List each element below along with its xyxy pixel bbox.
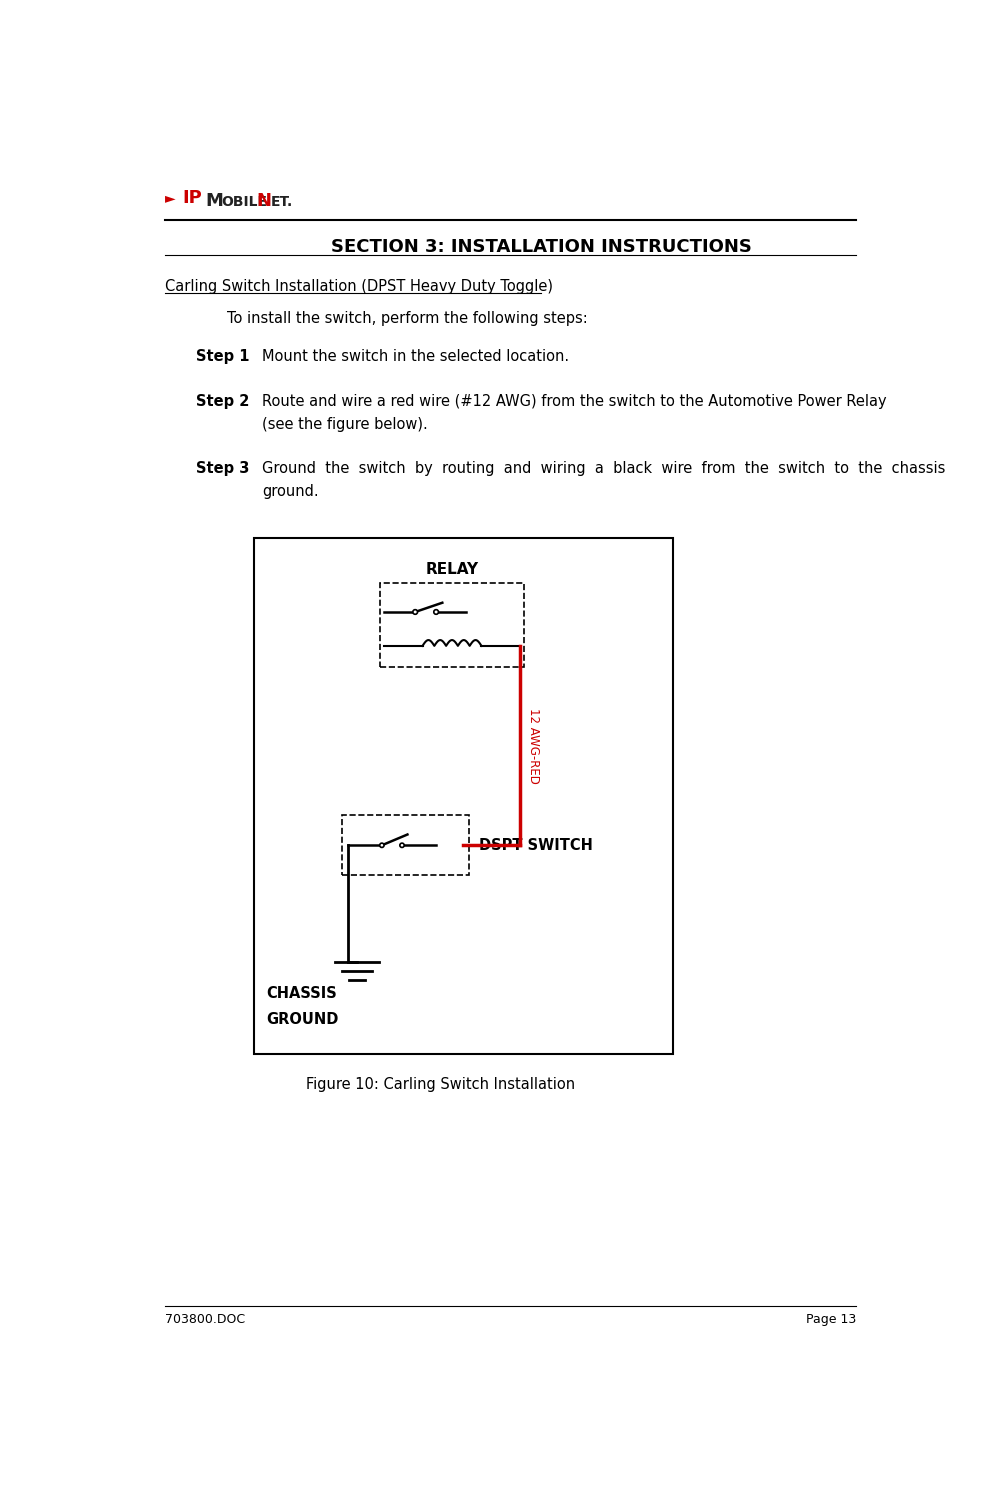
Text: .: . bbox=[286, 195, 291, 208]
Text: Route and wire a red wire (#12 AWG) from the switch to the Automotive Power Rela: Route and wire a red wire (#12 AWG) from… bbox=[262, 394, 887, 410]
Text: Figure 10: Carling Switch Installation: Figure 10: Carling Switch Installation bbox=[306, 1077, 575, 1092]
Text: 703800.DOC: 703800.DOC bbox=[165, 1314, 245, 1326]
Text: To install the switch, perform the following steps:: To install the switch, perform the follo… bbox=[228, 310, 588, 326]
Text: 12 AWG-RED: 12 AWG-RED bbox=[527, 708, 541, 783]
Text: Page 13: Page 13 bbox=[805, 1314, 855, 1326]
Text: Mount the switch in the selected location.: Mount the switch in the selected locatio… bbox=[262, 350, 569, 364]
Text: Step 3: Step 3 bbox=[196, 460, 249, 476]
Text: M: M bbox=[206, 192, 224, 210]
Text: SECTION 3: INSTALLATION INSTRUCTIONS: SECTION 3: INSTALLATION INSTRUCTIONS bbox=[331, 237, 752, 255]
Text: ET: ET bbox=[271, 195, 289, 208]
Text: (see the figure below).: (see the figure below). bbox=[262, 417, 428, 432]
Bar bbox=[341, 816, 470, 876]
Text: N: N bbox=[257, 192, 272, 210]
Text: OBILE: OBILE bbox=[221, 195, 267, 208]
Text: ►: ► bbox=[165, 192, 176, 206]
Bar bbox=[381, 582, 524, 668]
Circle shape bbox=[380, 843, 384, 848]
Text: Carling Switch Installation (DPST Heavy Duty Toggle): Carling Switch Installation (DPST Heavy … bbox=[165, 279, 553, 294]
Circle shape bbox=[434, 609, 439, 615]
Text: IP: IP bbox=[182, 189, 202, 207]
Text: Step 2: Step 2 bbox=[196, 394, 249, 410]
Text: Step 1: Step 1 bbox=[196, 350, 250, 364]
Text: ground.: ground. bbox=[262, 484, 319, 500]
Text: Ground  the  switch  by  routing  and  wiring  a  black  wire  from  the  switch: Ground the switch by routing and wiring … bbox=[262, 460, 946, 476]
Bar bbox=[254, 538, 673, 1054]
Text: GROUND: GROUND bbox=[266, 1011, 338, 1026]
Text: CHASSIS: CHASSIS bbox=[266, 986, 336, 1000]
Circle shape bbox=[400, 843, 404, 848]
Text: RELAY: RELAY bbox=[426, 561, 479, 576]
Text: DSPT SWITCH: DSPT SWITCH bbox=[479, 839, 593, 854]
Circle shape bbox=[413, 609, 418, 615]
